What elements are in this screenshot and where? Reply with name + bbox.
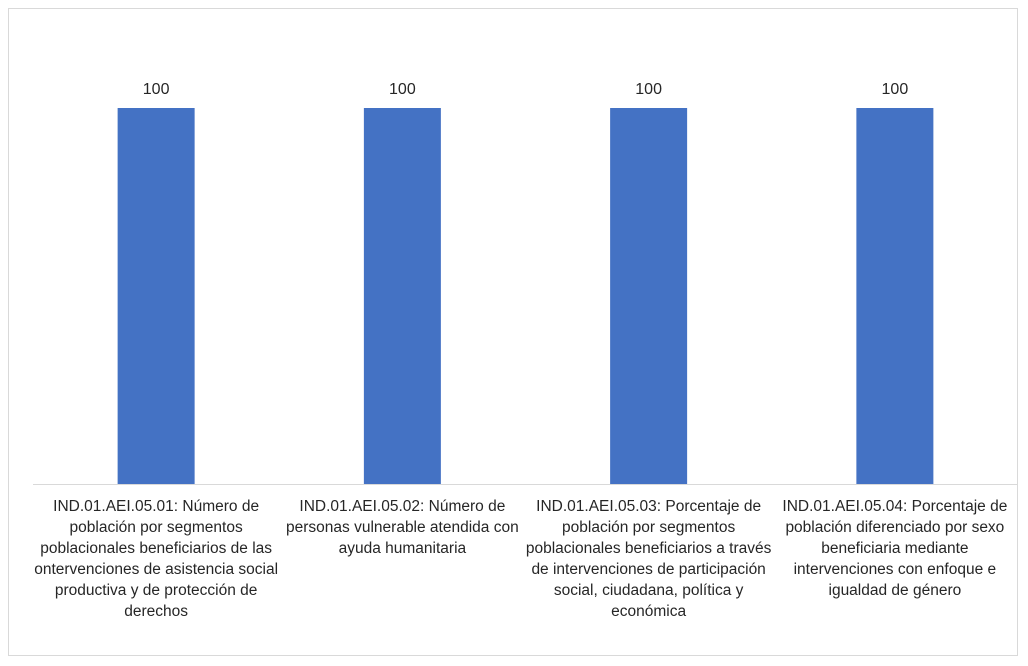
data-label-3: 100	[635, 81, 662, 98]
category-label-4: IND.01.AEI.05.04: Porcentaje de població…	[782, 498, 1008, 599]
bar-1	[117, 108, 195, 484]
category-label-1: IND.01.AEI.05.01: Número de población po…	[34, 498, 279, 620]
data-label-2: 100	[389, 81, 416, 98]
data-label-4: 100	[882, 81, 909, 98]
data-label-1: 100	[143, 81, 170, 98]
bar-3	[610, 108, 688, 484]
data-labels-group: 100 100 100 100	[143, 81, 909, 98]
bars-group	[117, 108, 934, 484]
category-label-3: IND.01.AEI.05.03: Porcentaje de població…	[525, 498, 772, 620]
category-label-2: IND.01.AEI.05.02: Número de personas vul…	[286, 498, 519, 557]
bar-2	[363, 108, 441, 484]
bar-4	[856, 108, 934, 484]
